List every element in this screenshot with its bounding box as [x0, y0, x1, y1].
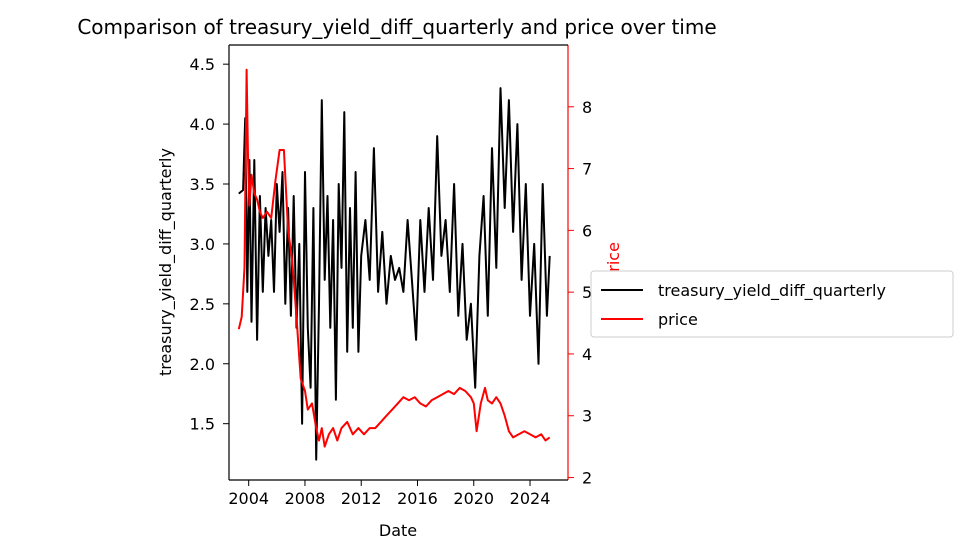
x-tick-label: 2024 [510, 489, 551, 508]
right-y-axis-ticks: 2 3 4 5 6 7 8 [568, 98, 592, 488]
left-y-tick-label: 2.0 [190, 355, 215, 374]
left-y-tick-label: 3.5 [190, 175, 215, 194]
left-y-axis-ticks: 1.5 2.0 2.5 3.0 3.5 4.0 4.5 [190, 55, 229, 434]
right-y-tick-label: 5 [582, 283, 592, 302]
left-y-tick-label: 1.5 [190, 415, 215, 434]
legend-label-price: price [658, 310, 698, 329]
right-y-tick-label: 2 [582, 469, 592, 488]
right-y-tick-label: 8 [582, 98, 592, 117]
left-y-tick-label: 4.5 [190, 55, 215, 74]
x-tick-label: 2020 [453, 489, 494, 508]
x-tick-label: 2016 [397, 489, 438, 508]
legend-label-treasury: treasury_yield_diff_quarterly [658, 281, 886, 301]
x-tick-label: 2008 [285, 489, 326, 508]
right-y-tick-label: 3 [582, 407, 592, 426]
legend-frame [590, 270, 954, 338]
legend: treasury_yield_diff_quarterly price [590, 270, 954, 338]
x-axis-ticks: 2004 2008 2012 2016 2020 2024 [228, 480, 550, 508]
right-y-tick-label: 7 [582, 160, 592, 179]
left-y-tick-label: 3.0 [190, 235, 215, 254]
left-y-tick-label: 2.5 [190, 295, 215, 314]
x-tick-label: 2012 [341, 489, 382, 508]
series-layer [237, 68, 551, 461]
chart-title: Comparison of treasury_yield_diff_quarte… [77, 15, 716, 39]
plot-area [228, 44, 569, 481]
right-y-tick-label: 4 [582, 345, 592, 364]
x-axis-label: Date [379, 521, 417, 540]
x-tick-label: 2004 [228, 489, 269, 508]
left-y-tick-label: 4.0 [190, 115, 215, 134]
series-line-price [237, 68, 551, 448]
right-y-tick-label: 6 [582, 221, 592, 240]
left-y-axis-label: treasury_yield_diff_quarterly [156, 148, 176, 376]
series-line-treasury-yield-diff [238, 87, 551, 461]
